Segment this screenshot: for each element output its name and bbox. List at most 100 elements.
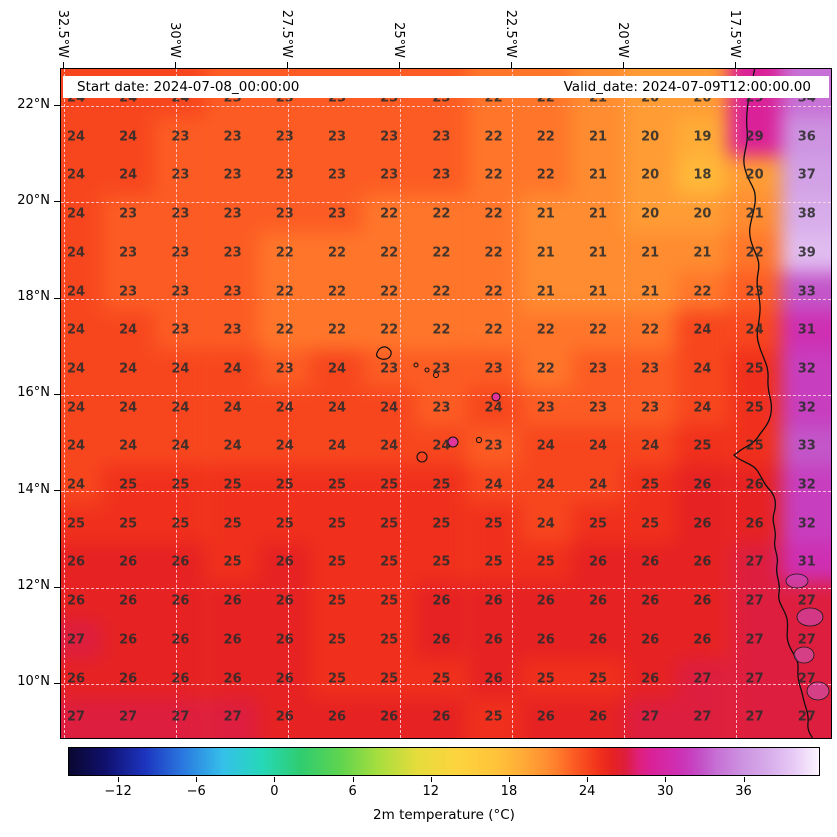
heatmap-cell	[571, 194, 625, 234]
temp-value-label: 24	[380, 400, 399, 416]
start-date-label: Start date: 2024-07-08_00:00:00	[77, 79, 300, 95]
temp-value-label: 25	[171, 516, 190, 532]
colorbar-tick-mark	[118, 777, 120, 782]
temp-value-label: 25	[119, 477, 138, 493]
lat-tick-label: 12°N	[17, 578, 50, 594]
temp-value-label: 23	[327, 167, 347, 183]
heatmap-cell	[206, 117, 259, 157]
heatmap-cell	[310, 697, 364, 738]
heatmap-cell	[206, 620, 259, 660]
heatmap-cell	[61, 349, 103, 389]
lat-tick-label: 16°N	[17, 385, 50, 401]
temp-value-label: 26	[484, 632, 503, 648]
temp-value-label: 22	[327, 245, 347, 261]
temp-value-label: 26	[536, 709, 555, 725]
temp-value-label: 26	[536, 593, 555, 609]
heatmap-cell	[571, 465, 625, 505]
heatmap-cell	[102, 659, 155, 698]
heatmap-cell	[624, 194, 677, 234]
temp-value-label: 21	[588, 284, 608, 299]
temp-value-label: 38	[797, 206, 816, 222]
temp-value-label: 24	[119, 400, 138, 416]
heatmap-cell	[154, 504, 207, 544]
heatmap-cell	[363, 659, 416, 698]
heatmap-cell	[519, 697, 572, 738]
temp-value-label: 23	[432, 129, 451, 145]
temp-value-label: 39	[797, 245, 816, 261]
heatmap-cell	[61, 697, 103, 738]
heatmap-cell	[102, 543, 155, 582]
temp-value-label: 26	[693, 554, 712, 570]
heatmap-cell	[467, 272, 520, 311]
heatmap-cell	[206, 697, 259, 738]
colorbar-tick-mark	[665, 777, 667, 782]
heatmap-cell	[519, 349, 572, 389]
temp-value-label: 23	[275, 206, 294, 222]
temp-value-label: 21	[536, 206, 555, 222]
temp-value-label: 21	[588, 167, 608, 183]
temp-value-label: 25	[641, 477, 660, 493]
heatmap-cell	[415, 272, 468, 311]
temp-value-label: 24	[223, 361, 242, 377]
temp-value-label: 23	[432, 400, 451, 416]
temp-value-label: 25	[223, 554, 242, 570]
heatmap-cell	[102, 465, 155, 505]
temp-value-label: 24	[275, 400, 294, 416]
temp-value-label: 26	[119, 554, 138, 570]
temp-value-label: 26	[275, 554, 294, 570]
heatmap-cell	[310, 310, 364, 350]
temp-value-label: 22	[693, 284, 712, 299]
heatmap-cell	[624, 659, 677, 698]
temp-value-label: 19	[693, 129, 712, 145]
temp-value-label: 22	[484, 167, 503, 183]
temp-value-label: 37	[797, 167, 816, 183]
heatmap-cell	[258, 620, 311, 660]
colorbar-tick-mark	[274, 777, 276, 782]
heatmap-cell	[571, 504, 625, 544]
heatmap-cell	[519, 272, 572, 311]
colorbar-tick-mark	[508, 777, 510, 782]
heatmap-cell	[415, 310, 468, 350]
temp-value-label: 24	[171, 361, 190, 377]
heatmap-cell	[467, 233, 520, 273]
temp-value-label: 23	[119, 284, 138, 299]
temp-value-label: 21	[641, 245, 660, 261]
temp-value-label: 22	[536, 129, 555, 145]
colorbar-tick-label: 36	[735, 784, 752, 799]
title-bar: Start date: 2024-07-08_00:00:00 Valid_da…	[63, 76, 829, 98]
heatmap-cell	[519, 504, 572, 544]
heatmap-cell	[258, 156, 311, 195]
heatmap-cell	[154, 156, 207, 195]
temp-value-label: 26	[223, 671, 242, 686]
heatmap-cell	[310, 504, 364, 544]
heatmap-cell	[676, 543, 729, 582]
temp-value-label: 26	[275, 709, 294, 725]
temp-value-label: 24	[536, 477, 555, 493]
temp-value-label: 26	[223, 593, 242, 609]
heatmap-cell	[258, 349, 311, 389]
temp-value-label: 24	[66, 245, 86, 261]
heatmap-cell	[676, 233, 729, 273]
temp-value-label: 21	[536, 245, 555, 261]
temp-value-label: 32	[797, 400, 816, 416]
temp-value-label: 25	[536, 554, 555, 570]
temp-value-label: 24	[66, 322, 86, 338]
heatmap-cell	[519, 620, 572, 660]
temp-value-label: 23	[171, 245, 190, 261]
temp-value-label: 23	[432, 167, 451, 183]
temp-value-label: 26	[275, 671, 294, 686]
heatmap-cell	[154, 272, 207, 311]
heatmap-cell	[258, 233, 311, 273]
heatmap-cell	[154, 426, 207, 466]
temp-value-label: 23	[119, 245, 138, 261]
heatmap-cell	[258, 194, 311, 234]
heatmap-cell	[571, 697, 625, 738]
temp-value-label: 25	[380, 477, 399, 493]
heatmap-cell	[519, 310, 572, 350]
temp-value-label: 24	[171, 438, 190, 454]
heatmap-cell	[206, 310, 259, 350]
heatmap-cell	[415, 388, 468, 427]
heatmap-cell	[61, 620, 103, 660]
temp-value-label: 23	[484, 438, 503, 454]
temp-value-label: 32	[797, 477, 816, 493]
